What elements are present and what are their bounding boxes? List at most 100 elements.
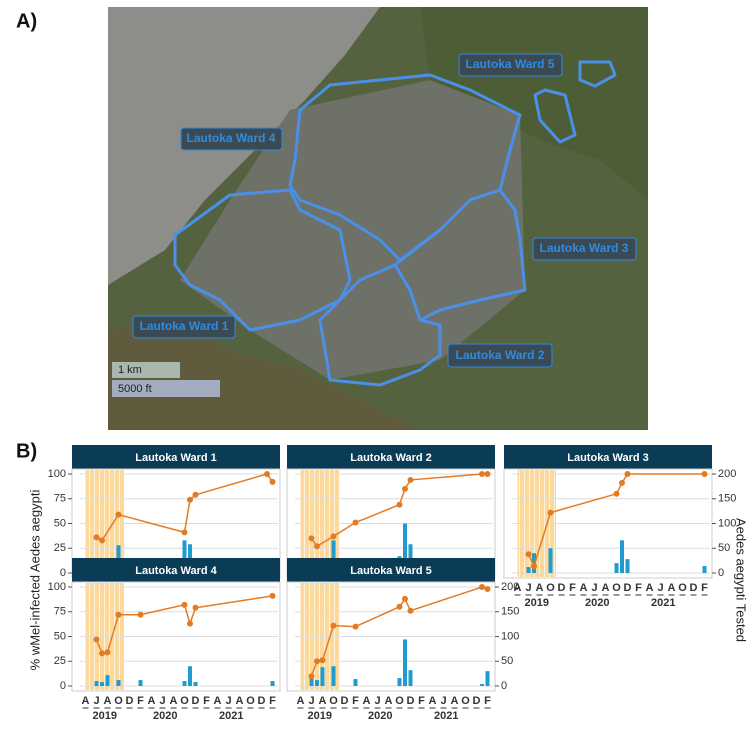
bar [480,684,484,686]
year-label: 2019 [308,710,332,722]
y2-tick-label: 50 [501,655,513,667]
x-tick-label: F [635,582,642,594]
x-tick-label: J [591,582,597,594]
x-tick-label: A [385,695,393,707]
bar [403,639,407,686]
bar [486,671,490,686]
bar [620,540,624,573]
point [116,612,122,618]
bar [549,548,553,573]
point [94,636,100,642]
point [193,605,199,611]
bar [188,666,192,686]
x-tick-label: J [374,695,380,707]
y-tick-label: 100 [48,581,66,593]
point [526,551,532,557]
x-tick-label: O [246,695,255,707]
panel-label: B) [16,440,37,462]
x-tick-label: A [236,695,244,707]
scale-label: 1 km [118,364,142,376]
x-tick-label: F [352,695,359,707]
chart-title: Lautoka Ward 1 [135,452,217,464]
point [309,535,315,541]
bar [95,681,99,686]
x-tick-label: A [297,695,305,707]
point [99,537,105,543]
point [619,480,625,486]
point [408,608,414,614]
y-axis-label: % wMel-infected Aedes aegypti [27,490,42,671]
x-tick-label: J [525,582,531,594]
bar [315,680,319,686]
point [402,486,408,492]
x-tick-label: D [624,582,632,594]
x-tick-label: D [473,695,481,707]
point [402,596,408,602]
point [625,471,631,477]
y-tick-label: 75 [54,606,66,618]
point [193,492,199,498]
point [264,471,270,477]
bar [321,667,325,686]
y2-tick-label: 150 [501,606,519,618]
x-tick-label: A [170,695,178,707]
year-label: 2019 [93,710,117,722]
chart-title: Lautoka Ward 2 [350,452,432,464]
figure: A) B) Lautoka Ward 1 Lautoka Ward 2 Laut… [0,0,755,749]
scale-label: 5000 ft [118,383,152,395]
point [397,604,403,610]
point [531,563,537,569]
ward-label: Lautoka Ward 2 [456,348,545,362]
point [99,650,105,656]
bar [117,680,121,686]
ward-label: Lautoka Ward 4 [187,131,276,145]
point [331,533,337,539]
chart-title: Lautoka Ward 5 [350,565,432,577]
x-tick-label: J [159,695,165,707]
point [397,502,403,508]
bar [626,559,630,573]
point [94,534,100,540]
chart-title: Lautoka Ward 4 [135,565,217,577]
x-tick-label: J [440,695,446,707]
year-label: 2021 [651,597,675,609]
x-tick-label: F [569,582,576,594]
point [182,602,188,608]
y2-tick-label: 50 [718,542,730,554]
y-tick-label: 0 [60,680,66,692]
bar [100,682,104,686]
point [116,512,122,518]
year-label: 2021 [219,710,243,722]
x-tick-label: O [546,582,555,594]
point [353,624,359,630]
point [182,529,188,535]
y-tick-label: 50 [54,630,66,642]
x-tick-label: A [429,695,437,707]
x-tick-label: F [203,695,210,707]
x-tick-label: O [461,695,470,707]
bar [703,566,707,573]
year-label: 2020 [153,710,177,722]
x-tick-label: J [308,695,314,707]
ward-label: Lautoka Ward 3 [540,241,629,255]
x-tick-label: A [82,695,90,707]
point [353,520,359,526]
x-tick-label: F [418,695,425,707]
x-tick-label: D [192,695,200,707]
x-tick-label: D [558,582,566,594]
x-tick-label: A [214,695,222,707]
y2-tick-label: 100 [501,630,519,642]
bar [527,567,531,573]
point [320,657,326,663]
point [270,593,276,599]
map: Lautoka Ward 1 Lautoka Ward 2 Lautoka Wa… [108,7,648,430]
point [485,586,491,592]
point [614,491,620,497]
y2-tick-label: 0 [501,680,507,692]
y2-axis-label: Aedes aegypti Tested [734,518,749,642]
x-tick-label: D [407,695,415,707]
y2-tick-label: 100 [718,517,736,529]
year-label: 2021 [434,710,458,722]
point [309,673,315,679]
bar [398,678,402,686]
